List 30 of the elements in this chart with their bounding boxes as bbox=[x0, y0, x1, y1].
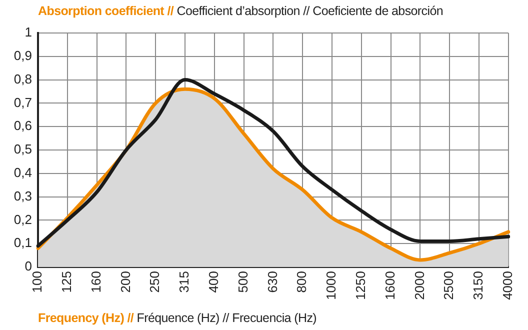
y-tick-label: 0,2 bbox=[14, 212, 32, 227]
x-tick-label: 4000 bbox=[500, 271, 515, 300]
x-tick-label: 2000 bbox=[412, 271, 427, 300]
x-tick-label: 500 bbox=[235, 271, 250, 293]
chart-title: Absorption coefficient // Coefficient d’absorption // Coeficiente de absorción bbox=[38, 4, 444, 18]
x-tick-label: 315 bbox=[176, 271, 192, 293]
x-axis-title: Frequency (Hz) // Fréquence (Hz) // Frecuencia (Hz) bbox=[38, 311, 317, 325]
x-tick-label: 630 bbox=[264, 271, 280, 293]
x-tick-label: 125 bbox=[58, 271, 74, 293]
y-tick-label: 0,7 bbox=[14, 94, 32, 110]
x-tick-label: 1000 bbox=[324, 271, 339, 300]
x-tick-label: 100 bbox=[30, 271, 45, 293]
x-tick-label: 200 bbox=[118, 271, 133, 293]
y-tick-label: 0,3 bbox=[14, 188, 32, 204]
x-tick-label: 2500 bbox=[441, 271, 456, 300]
y-tick-label: 0 bbox=[24, 258, 32, 274]
x-tick-label: 3150 bbox=[470, 271, 486, 300]
y-tick-label: 0,8 bbox=[14, 71, 32, 86]
y-tick-label: 0,5 bbox=[14, 142, 32, 157]
y-tick-label: 0,9 bbox=[14, 48, 32, 63]
x-tick-label: 400 bbox=[206, 271, 221, 293]
x-tick-label: 250 bbox=[147, 271, 162, 293]
x-tick-label: 1250 bbox=[352, 271, 368, 300]
x-tick-label: 800 bbox=[294, 271, 310, 293]
x-tick-label: 160 bbox=[88, 271, 104, 293]
y-tick-label: 1 bbox=[24, 24, 32, 40]
y-tick-label: 0,6 bbox=[14, 118, 32, 134]
x-tick-label: 1600 bbox=[382, 271, 398, 300]
y-tick-label: 0,4 bbox=[14, 164, 32, 180]
y-tick-label: 0,1 bbox=[14, 235, 32, 250]
